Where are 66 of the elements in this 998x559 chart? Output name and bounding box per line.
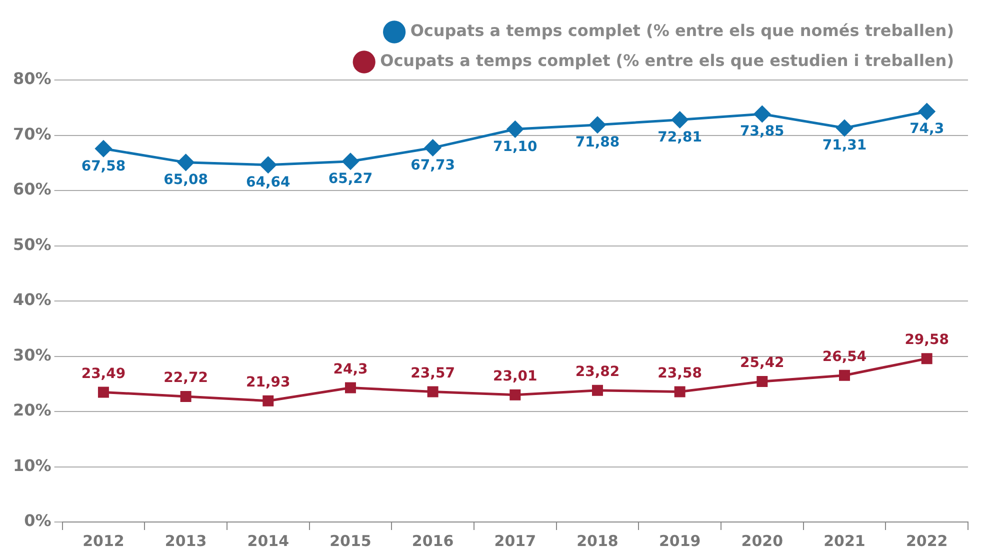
- x-tick-label: 2013: [164, 532, 207, 550]
- data-label: 73,85: [740, 124, 784, 140]
- data-label: 71,31: [822, 138, 867, 154]
- point: [262, 395, 274, 406]
- point: [98, 386, 109, 398]
- x-tick-label: 2017: [494, 532, 536, 550]
- y-tick-label: 40%: [13, 290, 52, 310]
- data-label: 26,54: [822, 349, 867, 366]
- data-label: 23,82: [575, 364, 620, 380]
- point: [424, 140, 442, 156]
- point: [921, 353, 932, 364]
- data-label: 24,3: [333, 361, 368, 378]
- x-tick-label: 2022: [906, 532, 948, 550]
- point: [839, 370, 850, 381]
- x-tick-label: 2021: [824, 532, 866, 550]
- legend-label: Ocupats a temps complet (% entre els que estudien i treballen): [380, 51, 954, 70]
- point: [589, 116, 606, 134]
- y-tick-label: 50%: [13, 234, 52, 254]
- data-label: 23,01: [493, 368, 538, 385]
- x-tick-label: 2018: [576, 532, 618, 550]
- data-label: 23,58: [658, 365, 702, 382]
- y-tick-label: 10%: [13, 456, 52, 475]
- legend-label: Ocupats a temps complet (% entre els que només treballen): [410, 21, 954, 40]
- y-tick-label: 60%: [13, 180, 52, 199]
- x-tick-label: 2012: [82, 532, 124, 550]
- point: [592, 384, 603, 396]
- data-label: 25,42: [740, 355, 784, 372]
- point: [918, 103, 936, 120]
- x-tick-label: 2014: [247, 532, 290, 550]
- x-tick-label: 2015: [330, 532, 372, 550]
- point: [674, 386, 686, 398]
- x-tick-label: 2020: [741, 532, 784, 550]
- data-label: 65,08: [164, 172, 208, 188]
- point: [754, 106, 770, 122]
- data-label: 23,49: [81, 366, 126, 382]
- y-tick-label: 20%: [13, 400, 52, 420]
- y-tick-label: 70%: [13, 124, 52, 144]
- data-label: 72,81: [658, 129, 702, 146]
- point: [180, 390, 192, 402]
- y-tick-label: 30%: [13, 345, 52, 364]
- point: [260, 156, 276, 174]
- point: [672, 111, 688, 128]
- point: [510, 389, 521, 400]
- point: [344, 382, 356, 394]
- data-label: 21,93: [246, 374, 290, 390]
- data-label: 67,58: [81, 158, 126, 174]
- data-label: 22,72: [164, 370, 208, 386]
- data-label: 65,27: [328, 171, 373, 188]
- data-label: 23,57: [410, 365, 455, 382]
- point: [756, 376, 768, 388]
- y-tick-label: 80%: [13, 69, 52, 88]
- point: [342, 153, 359, 170]
- x-tick-label: 2019: [658, 532, 701, 550]
- point: [427, 386, 438, 398]
- data-label: 74,3: [910, 121, 944, 138]
- point: [178, 154, 194, 171]
- data-label: 67,73: [410, 157, 455, 174]
- point: [836, 120, 853, 136]
- data-label: 64,64: [246, 174, 291, 191]
- point: [95, 140, 112, 157]
- data-label: 29,58: [904, 332, 949, 348]
- point: [506, 120, 524, 138]
- x-tick-label: 2016: [412, 532, 454, 550]
- data-label: 71,88: [575, 134, 620, 151]
- y-tick-label: 0%: [24, 511, 52, 530]
- data-label: 71,10: [493, 138, 538, 155]
